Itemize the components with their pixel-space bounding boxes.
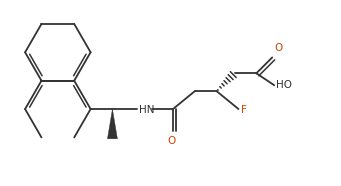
Text: HN: HN <box>139 105 155 115</box>
Text: O: O <box>168 136 176 146</box>
Polygon shape <box>107 109 117 139</box>
Text: HO: HO <box>276 80 292 90</box>
Text: F: F <box>241 105 247 115</box>
Text: O: O <box>274 44 282 53</box>
